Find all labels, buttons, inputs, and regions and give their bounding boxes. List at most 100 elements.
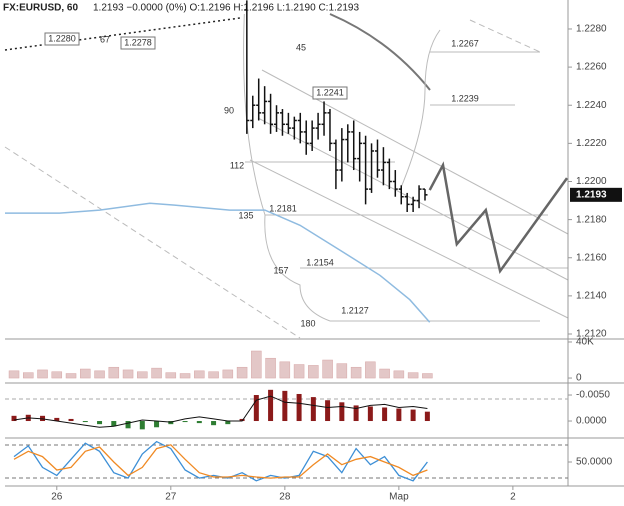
macd-bar [196,421,202,424]
volume-bar [23,372,34,379]
macd-bar [396,408,402,422]
annotation: 1.2181 [269,203,297,213]
volume-bar [122,369,134,379]
volume-bar [279,361,291,379]
volume-bar [251,350,262,379]
macd-line [13,395,428,428]
volume-bar [265,357,276,379]
volume-bar [137,371,148,379]
volume-bar [108,366,120,379]
volume-bar [80,368,91,379]
macd-bar [211,421,217,426]
volume-bar [322,359,333,379]
volume-bar [222,369,234,379]
annotation: 180 [300,318,315,328]
annotation: 135 [238,210,253,220]
last-price-label: 1.2193 [576,189,607,200]
annotation-box [120,36,156,50]
y-tick-label: 1.2220 [576,138,607,149]
annotation: 1.2280 [48,33,76,43]
macd-bar [353,405,359,422]
volume-bar [65,373,77,379]
volume-bar [393,370,405,379]
macd-bar [268,389,274,422]
y-tick-label: 0.0000 [576,416,607,427]
macd-bar [239,418,245,422]
volume-bar [8,370,20,379]
annotation: 90 [224,105,234,115]
x-tick-label: 28 [279,492,291,503]
macd-bar [154,421,160,428]
volume-bar [37,369,48,379]
annotation: 45 [296,42,306,52]
annotation-box [312,86,348,100]
x-tick-label: 2 [510,492,516,503]
annotation: 1.2241 [316,87,344,97]
y-tick-label: 1.2280 [576,24,607,35]
macd-bar [253,395,259,422]
last-price-box [570,187,622,202]
y-tick-label: 1.2120 [576,329,607,340]
annotation: 112 [230,160,244,170]
price-line [428,161,569,275]
macd-bar [111,421,117,427]
volume-bar [422,373,433,379]
y-tick-label: 1.2200 [576,176,607,187]
macd-bar [68,418,74,422]
volume-bar [179,373,191,379]
volume-bar [165,372,177,379]
price-line [5,202,431,323]
macd-bar [182,421,188,423]
annotation: 1.2154 [306,257,334,267]
y-tick-label: -0.0050 [576,390,610,401]
macd-bar [11,415,17,422]
y-tick-label: 1.2180 [576,214,607,225]
chart-subtitle: 1.2193 −0.0000 (0%) O:1.2196 H:1.2196 L:… [93,3,359,14]
annotation: 1.2127 [341,305,369,315]
volume-bar [365,361,376,379]
y-tick-label: 0 [576,373,582,384]
volume-bar [379,368,390,379]
annotation: 157 [273,265,288,275]
macd-bar [139,421,145,430]
x-tick-label: Мар [389,492,409,503]
stoch-line [13,444,428,479]
x-tick-label: 26 [51,492,63,503]
macd-bar [424,411,430,422]
macd-bar [82,421,88,423]
macd-bar [367,406,373,422]
y-tick-label: 1.2160 [576,252,607,263]
macd-bar [54,417,60,422]
annotation: 1.2267 [451,38,479,48]
volume-bar [51,371,63,379]
annotation: 67 [100,34,110,44]
macd-bar [325,400,331,422]
x-tick-label: 27 [165,492,177,503]
volume-bar [293,364,305,379]
y-tick-label: 1.2140 [576,291,607,302]
macd-bar [97,421,103,425]
panel-borders [5,0,624,487]
annotation: 1.2239 [451,93,479,103]
annotation-box [44,32,80,46]
macd-bar [310,397,316,422]
volume-bar [194,370,205,379]
y-tick-label: 1.2260 [576,62,607,73]
macd-bar [125,421,131,429]
macd-bar [339,402,345,422]
volume-bar [350,366,362,379]
volume-bar [407,372,419,379]
drawings [4,0,569,339]
volume-bar [151,367,162,379]
macd-bar [282,390,288,422]
macd-bar [382,407,388,422]
volume-bar [94,370,105,379]
macd-bar [410,409,416,422]
y-tick-label: 50.0000 [576,457,613,468]
volume-bar [308,365,319,379]
macd-bar [225,421,231,425]
macd-bar [296,393,302,422]
y-tick-label: 1.2240 [576,100,607,111]
